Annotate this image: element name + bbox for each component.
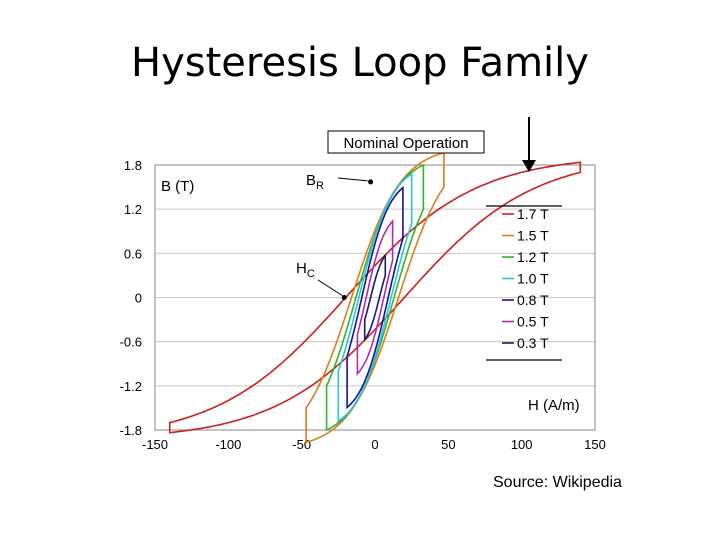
y-tick-label: 0.6 (124, 246, 142, 261)
br-point (368, 179, 374, 185)
hc-label: HC (296, 260, 315, 280)
y-tick-label: 0 (135, 291, 142, 306)
x-tick-label: -50 (292, 437, 311, 452)
x-tick-labels: -150 -100 -50 0 50 100 150 (142, 437, 606, 452)
nominal-arrow-head (522, 160, 536, 172)
source-caption: Source: Wikipedia (493, 474, 622, 491)
y-tick-label: 1.8 (124, 158, 142, 173)
br-label-main: B (306, 172, 316, 189)
x-tick-label: 0 (371, 437, 378, 452)
y-tick-label: -1.2 (120, 379, 142, 394)
loop-03-series (363, 253, 387, 342)
loop-05-series (356, 218, 394, 377)
legend-label: 1.7 T (517, 206, 549, 222)
loop-08-series (346, 185, 404, 410)
br-label-sub: R (316, 180, 324, 192)
loop-10-series (337, 172, 413, 423)
legend-label: 1.5 T (517, 228, 549, 244)
loop-17-series (168, 161, 582, 434)
legend-label: 0.5 T (517, 314, 549, 330)
y-tick-label: 1.2 (124, 202, 142, 217)
nominal-operation-label: Nominal Operation (343, 135, 468, 152)
x-tick-label: 150 (584, 437, 606, 452)
x-axis-label: H (A/m) (528, 397, 580, 414)
legend-label: 1.2 T (517, 249, 549, 265)
br-arrow (337, 177, 368, 182)
y-tick-label: -1.8 (120, 423, 142, 438)
x-tick-label: 50 (441, 437, 455, 452)
y-tick-label: -0.6 (120, 335, 142, 350)
x-tick-label: -150 (142, 437, 168, 452)
plot-frame (154, 164, 596, 431)
hc-label-sub: C (307, 268, 315, 280)
hc-point (341, 295, 347, 300)
x-tick-label: 100 (511, 437, 533, 452)
slide-title: Hysteresis Loop Family (131, 40, 589, 86)
x-tick-label: -100 (215, 437, 241, 452)
y-tick-labels: 1.8 1.2 0.6 0 -0.6 -1.2 -1.8 (120, 158, 142, 438)
y-axis-label: B (T) (161, 178, 194, 195)
hc-arrow (317, 279, 343, 296)
legend-label: 0.8 T (517, 292, 549, 308)
legend-label: 1.0 T (517, 271, 549, 287)
hc-label-main: H (296, 260, 307, 277)
br-label: BR (306, 172, 324, 192)
nominal-operation-box (327, 130, 485, 154)
legend-label: 0.3 T (517, 335, 549, 351)
legend: 1.7 T 1.5 T 1.2 T 1.0 T 0.8 T 0.5 T 0.3 T (486, 205, 562, 361)
